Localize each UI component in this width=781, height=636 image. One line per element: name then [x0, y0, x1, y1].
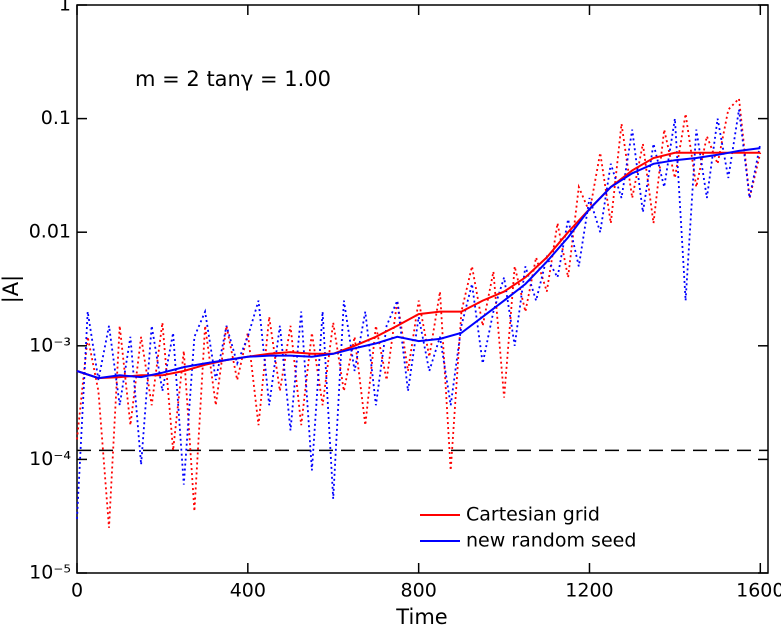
legend-label: new random seed [466, 530, 636, 552]
x-tick-label: 400 [230, 580, 266, 602]
y-tick-label: 10⁻⁵ [29, 562, 71, 584]
legend-label: Cartesian grid [466, 504, 600, 526]
annotation: m = 2 tanγ = 1.00 [135, 67, 331, 91]
y-axis-label: |A| [0, 275, 24, 304]
y-tick-label: 1 [59, 0, 71, 16]
x-tick-label: 800 [401, 580, 437, 602]
y-tick-label: 0.01 [29, 221, 71, 243]
series-line [76, 96, 762, 528]
x-tick-label: 1200 [565, 580, 613, 602]
series-line [76, 147, 761, 380]
y-tick-label: 10⁻⁴ [29, 448, 71, 470]
x-tick-label: 1600 [736, 580, 781, 602]
y-tick-label: 10⁻³ [29, 334, 71, 356]
x-axis-label: Time [395, 605, 447, 629]
x-tick-label: 0 [71, 580, 83, 602]
plot-frame [76, 4, 769, 574]
y-tick-label: 0.1 [41, 107, 71, 129]
series-line [76, 151, 761, 380]
